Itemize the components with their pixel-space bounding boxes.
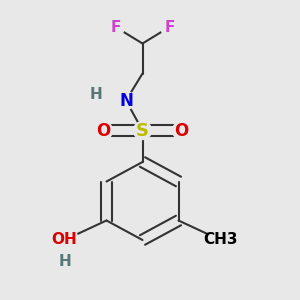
Text: H: H xyxy=(58,254,71,268)
Text: F: F xyxy=(110,20,121,34)
Circle shape xyxy=(106,18,124,36)
Text: F: F xyxy=(164,20,175,34)
Text: CH3: CH3 xyxy=(203,232,238,247)
Text: O: O xyxy=(96,122,111,140)
Text: OH: OH xyxy=(52,232,77,247)
Text: N: N xyxy=(119,92,133,110)
Text: S: S xyxy=(136,122,149,140)
Circle shape xyxy=(172,122,190,140)
Circle shape xyxy=(56,252,74,270)
Circle shape xyxy=(134,122,152,140)
Circle shape xyxy=(117,92,135,110)
Text: O: O xyxy=(174,122,189,140)
Circle shape xyxy=(87,85,105,103)
Text: H: H xyxy=(90,87,102,102)
Circle shape xyxy=(207,226,234,254)
Circle shape xyxy=(160,18,178,36)
Circle shape xyxy=(94,122,112,140)
Circle shape xyxy=(51,226,78,254)
